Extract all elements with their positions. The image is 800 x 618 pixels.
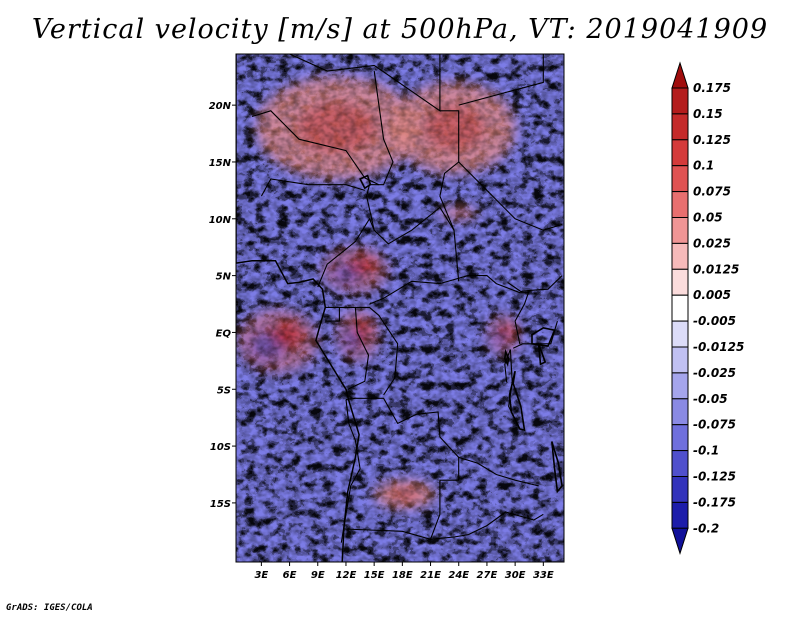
country-border (317, 217, 375, 288)
colorbar-bin (671, 424, 689, 452)
x-tick-label: 27E (477, 570, 498, 581)
colorbar-bin (671, 113, 689, 141)
country-border (369, 275, 530, 305)
y-tick-label: 15N (209, 158, 232, 169)
country-borders (236, 54, 563, 562)
colorbar-bin (671, 346, 689, 374)
x-tick-label: 9E (311, 570, 325, 581)
x-tick-label: 3E (254, 570, 268, 581)
y-tick-label: 5N (216, 272, 232, 283)
colorbar-bin (671, 294, 689, 322)
colorbar-label: -0.2 (693, 521, 719, 535)
colorbar-bin (671, 191, 689, 219)
country-border (260, 178, 365, 197)
country-border (366, 70, 460, 282)
colorbar-bin (671, 242, 689, 270)
colorbar-label: 0.125 (693, 133, 731, 147)
grads-footer: GrADS: IGES/COLA (6, 603, 93, 613)
colorbar-bin (671, 87, 689, 115)
colorbar-bin (671, 139, 689, 167)
colorbar-label: -0.05 (693, 392, 728, 406)
country-border (458, 54, 544, 106)
colorbar-label: 0.075 (693, 185, 731, 199)
lake-outline (508, 370, 526, 432)
colorbar-label: -0.175 (693, 495, 736, 509)
colorbar-label: 0.15 (693, 107, 723, 121)
x-tick-label: 12E (336, 570, 357, 581)
colorbar-bottom-triangle (671, 527, 689, 555)
colorbar-label: -0.025 (693, 366, 736, 380)
x-tick-label: 30E (505, 570, 526, 581)
country-border (325, 306, 399, 396)
country-border (507, 281, 530, 293)
country-border (504, 349, 511, 383)
country-border (429, 457, 460, 540)
country-border (467, 511, 544, 536)
plot-area (236, 54, 564, 562)
x-tick-label: 33E (533, 570, 554, 581)
coastline (236, 260, 360, 562)
country-border (289, 54, 441, 112)
colorbar-label: -0.0125 (693, 340, 744, 354)
x-tick-label: 18E (392, 570, 413, 581)
colorbar-label: -0.1 (693, 444, 719, 458)
country-border (345, 397, 539, 487)
y-tick-label: 10N (209, 215, 232, 226)
colorbar-label: 0.05 (693, 211, 723, 225)
y-tick-label: 5S (217, 385, 231, 396)
colorbar-top-triangle (671, 61, 689, 89)
colorbar-label: -0.005 (693, 314, 736, 328)
colorbar-label: 0.025 (693, 236, 731, 250)
lake-outline (359, 174, 372, 190)
colorbar-bin (671, 501, 689, 529)
y-axis: 20N 15N 10N 5N EQ 5S 10S 15S (209, 101, 236, 510)
lake-outline (531, 327, 556, 347)
y-tick-label: 20N (209, 101, 232, 112)
lake-outline (503, 348, 510, 367)
country-border (458, 161, 563, 231)
y-tick-label: EQ (216, 328, 232, 339)
colorbar: 0.175 0.15 0.125 0.1 0.075 0.05 0.025 0.0125 0.0… (671, 61, 744, 555)
country-border (514, 275, 563, 344)
colorbar-label: -0.125 (693, 470, 736, 484)
country-border (439, 110, 460, 231)
colorbar-label: 0.1 (693, 159, 714, 173)
plot-frame (235, 53, 565, 563)
x-tick-label: 24E (448, 570, 469, 581)
country-border (347, 307, 370, 390)
lake-outline (551, 441, 563, 494)
chart-title: Vertical velocity [m/s] at 500hPa, VT: 2… (31, 14, 769, 45)
colorbar-bin (671, 450, 689, 478)
colorbar-bin (671, 320, 689, 348)
x-axis: 3E 6E 9E 12E 15E 18E 21E 24E 27E 30E 33E (254, 562, 554, 581)
x-tick-label: 15E (364, 570, 385, 581)
colorbar-bin (671, 372, 689, 400)
x-tick-label: 21E (420, 570, 441, 581)
colorbar-label: 0.0125 (693, 262, 739, 276)
colorbar-bin (671, 476, 689, 503)
country-border (251, 110, 380, 186)
colorbar-bin (671, 165, 689, 193)
colorbar-label: 0.005 (693, 288, 731, 302)
y-tick-label: 10S (210, 442, 231, 453)
y-tick-label: 15S (210, 499, 231, 510)
colorbar-bin (671, 268, 689, 296)
colorbar-label: -0.075 (693, 418, 736, 432)
colorbar-label: 0.175 (693, 81, 731, 95)
colorbar-bin (671, 217, 689, 244)
colorbar-bin (671, 398, 689, 426)
x-tick-label: 6E (283, 570, 297, 581)
country-border (325, 307, 340, 322)
lake-outline (537, 343, 547, 366)
